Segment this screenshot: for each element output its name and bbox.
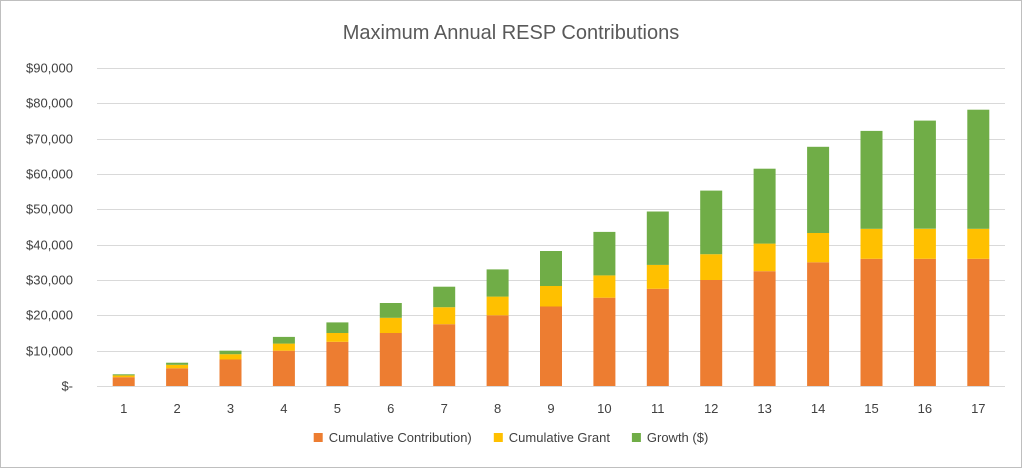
legend: Cumulative Contribution) Cumulative Grant…: [313, 430, 708, 445]
bar-segment-2: [166, 364, 189, 369]
x-tick-label: 9: [547, 401, 554, 416]
x-tick-label: 11: [651, 401, 665, 416]
bar-segment-2: [272, 343, 295, 351]
y-tick-label: $30,000: [26, 273, 73, 288]
y-tick-label: $10,000: [26, 344, 73, 359]
bar-segment-1: [486, 315, 509, 386]
bar-segment-1: [112, 377, 135, 386]
bar-segment-3: [913, 120, 936, 229]
y-tick-label: $50,000: [26, 202, 73, 217]
y-tick-label: $40,000: [26, 238, 73, 253]
legend-label: Cumulative Contribution): [329, 430, 472, 445]
bar-segment-3: [807, 146, 830, 233]
x-tick-label: 6: [387, 401, 394, 416]
y-tick-label: $-: [61, 379, 73, 394]
x-tick-label: 12: [704, 401, 718, 416]
y-tick-label: $90,000: [26, 61, 73, 76]
y-tick-label: $70,000: [26, 132, 73, 147]
bar-segment-3: [967, 109, 990, 229]
x-tick-label: 16: [918, 401, 932, 416]
bar-segment-1: [593, 297, 616, 386]
bar-segment-2: [326, 333, 349, 342]
bar-segment-1: [646, 288, 669, 386]
bar-segment-3: [486, 269, 509, 297]
bar-segment-3: [593, 231, 616, 276]
bar-segment-1: [753, 271, 776, 386]
x-tick-label: 5: [334, 401, 341, 416]
bar-segment-2: [486, 296, 509, 316]
legend-swatch: [631, 433, 641, 442]
bar-segment-1: [219, 359, 242, 386]
x-tick-label: 2: [173, 401, 180, 416]
bar-segment-3: [540, 251, 562, 286]
bar-segment-2: [112, 375, 135, 378]
bar-segment-2: [540, 286, 562, 307]
x-tick-label: 7: [441, 401, 448, 416]
bar-segment-3: [326, 322, 349, 333]
bar-segment-3: [860, 130, 883, 229]
x-tick-label: 14: [811, 401, 825, 416]
x-tick-label: 15: [864, 401, 878, 416]
bar-segment-1: [913, 258, 936, 386]
bar-segment-2: [700, 254, 723, 280]
bar-segment-1: [700, 280, 723, 386]
chart-title: Maximum Annual RESP Contributions: [343, 22, 679, 44]
bar-segment-1: [433, 324, 456, 386]
bar-segment-2: [913, 228, 936, 259]
bar-segment-3: [379, 303, 402, 318]
bar-segment-2: [753, 243, 776, 272]
bar-segment-3: [753, 168, 776, 244]
bar-segment-1: [272, 350, 295, 386]
bar-segment-2: [219, 354, 242, 360]
bar-segment-1: [326, 341, 349, 386]
x-tick-label: 13: [757, 401, 771, 416]
bars: [112, 109, 990, 386]
bar-segment-2: [433, 307, 456, 325]
bar-segment-3: [166, 362, 189, 365]
bar-segment-2: [593, 275, 616, 298]
bar-segment-2: [967, 228, 990, 259]
bar-segment-2: [379, 317, 402, 333]
bar-segment-3: [433, 286, 456, 308]
x-tick-label: 8: [494, 401, 501, 416]
x-tick-label: 3: [227, 401, 234, 416]
bar-segment-1: [166, 368, 189, 386]
gridlines: [97, 68, 1005, 387]
legend-label: Growth ($): [647, 430, 708, 445]
y-tick-label: $60,000: [26, 167, 73, 182]
bar-segment-1: [860, 258, 883, 386]
bar-segment-2: [860, 228, 883, 259]
legend-label: Cumulative Grant: [509, 430, 611, 445]
x-tick-label: 4: [280, 401, 287, 416]
bar-segment-1: [967, 258, 990, 386]
x-tick-label: 17: [971, 401, 985, 416]
bar-segment-3: [112, 374, 135, 376]
y-tick-label: $20,000: [26, 308, 73, 323]
bar-segment-2: [646, 264, 669, 289]
y-tick-label: $80,000: [26, 96, 73, 111]
bar-segment-2: [807, 233, 830, 263]
bar-segment-3: [219, 350, 242, 355]
bar-segment-3: [646, 211, 669, 265]
y-axis-ticks: $- $10,000 $20,000 $30,000 $40,000 $50,000 $60…: [26, 61, 73, 394]
bar-segment-1: [540, 306, 562, 386]
x-axis-ticks: 1 2 3 4 5 6 7 8 9 10 11 12 13 14 15 16 17: [120, 401, 985, 416]
bar-segment-1: [379, 333, 402, 386]
legend-swatch: [313, 433, 323, 442]
bar-segment-3: [700, 190, 723, 255]
bar-segment-3: [272, 336, 295, 344]
bar-segment-1: [807, 262, 830, 386]
x-tick-label: 1: [120, 401, 127, 416]
x-tick-label: 10: [597, 401, 611, 416]
legend-swatch: [493, 433, 503, 442]
